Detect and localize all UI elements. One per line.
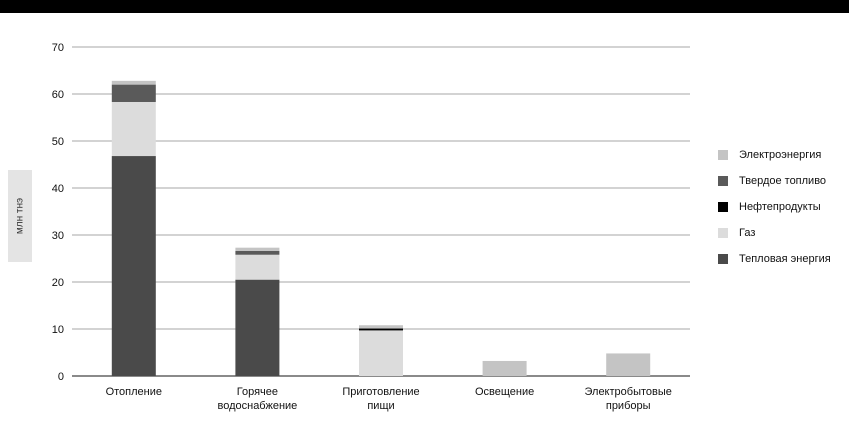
legend-label: Электроэнергия xyxy=(739,149,822,161)
legend-label: Твердое топливо xyxy=(739,175,827,187)
y-axis-label: млн тнэ xyxy=(14,197,26,235)
top-bar xyxy=(0,0,849,13)
y-tick-label-60: 60 xyxy=(52,89,64,101)
legend-label: Нефтепродукты xyxy=(739,201,821,213)
legend-swatch xyxy=(718,202,728,212)
legend-swatch xyxy=(718,254,728,264)
x-axis-labels: Отопление Горячее водоснабжение Приготовлен… xyxy=(106,386,672,412)
legend-label: Газ xyxy=(739,227,756,239)
y-tick-label-20: 20 xyxy=(52,277,64,289)
y-axis-ticks: 0 10 20 30 40 50 60 70 xyxy=(52,42,64,383)
bar-segment-4-4 xyxy=(606,353,651,376)
legend-swatch xyxy=(718,150,728,160)
bar-segment-1-1 xyxy=(235,254,280,280)
bar-segment-2-4 xyxy=(359,325,403,329)
y-tick-label-70: 70 xyxy=(52,42,64,54)
bar-segment-0-0 xyxy=(111,156,156,376)
bar-segment-0-3 xyxy=(111,84,156,102)
y-tick-label-40: 40 xyxy=(52,183,64,195)
x-tick-label-0: Отопление xyxy=(106,386,162,398)
legend-swatch xyxy=(718,228,728,238)
bar-segment-0-1 xyxy=(111,101,156,157)
bar-segment-0-4 xyxy=(111,80,156,85)
y-tick-label-10: 10 xyxy=(52,324,64,336)
y-tick-label-50: 50 xyxy=(52,136,64,148)
legend-label: Тепловая энергия xyxy=(739,253,831,265)
bar-segment-2-2 xyxy=(359,328,403,331)
bar-segment-1-3 xyxy=(235,250,280,255)
x-tick-label-2: Приготовление пищи xyxy=(342,386,419,412)
y-tick-label-30: 30 xyxy=(52,230,64,242)
x-tick-label-3: Освещение xyxy=(475,386,534,398)
bar-segment-1-0 xyxy=(235,279,280,376)
legend-item: Газ xyxy=(718,226,755,240)
legend-item: Электроэнергия xyxy=(718,148,821,162)
legend-swatch xyxy=(718,176,728,186)
bar-segment-1-4 xyxy=(235,247,280,251)
bar-segment-3-4 xyxy=(482,360,527,376)
bars xyxy=(111,80,651,376)
x-tick-label-1: Горячее водоснабжение xyxy=(217,386,297,412)
legend-item: Нефтепродукты xyxy=(718,200,821,214)
y-tick-label-0: 0 xyxy=(58,371,64,383)
legend-item: Тепловая энергия xyxy=(718,252,831,266)
legend: Электроэнергия Твердое топливо Нефтепродук… xyxy=(708,135,844,285)
bar-segment-2-1 xyxy=(359,330,403,376)
legend-item: Твердое топливо xyxy=(718,174,826,188)
x-tick-label-4: Электробытовые приборы xyxy=(584,386,671,412)
y-axis-label-box xyxy=(8,170,32,262)
